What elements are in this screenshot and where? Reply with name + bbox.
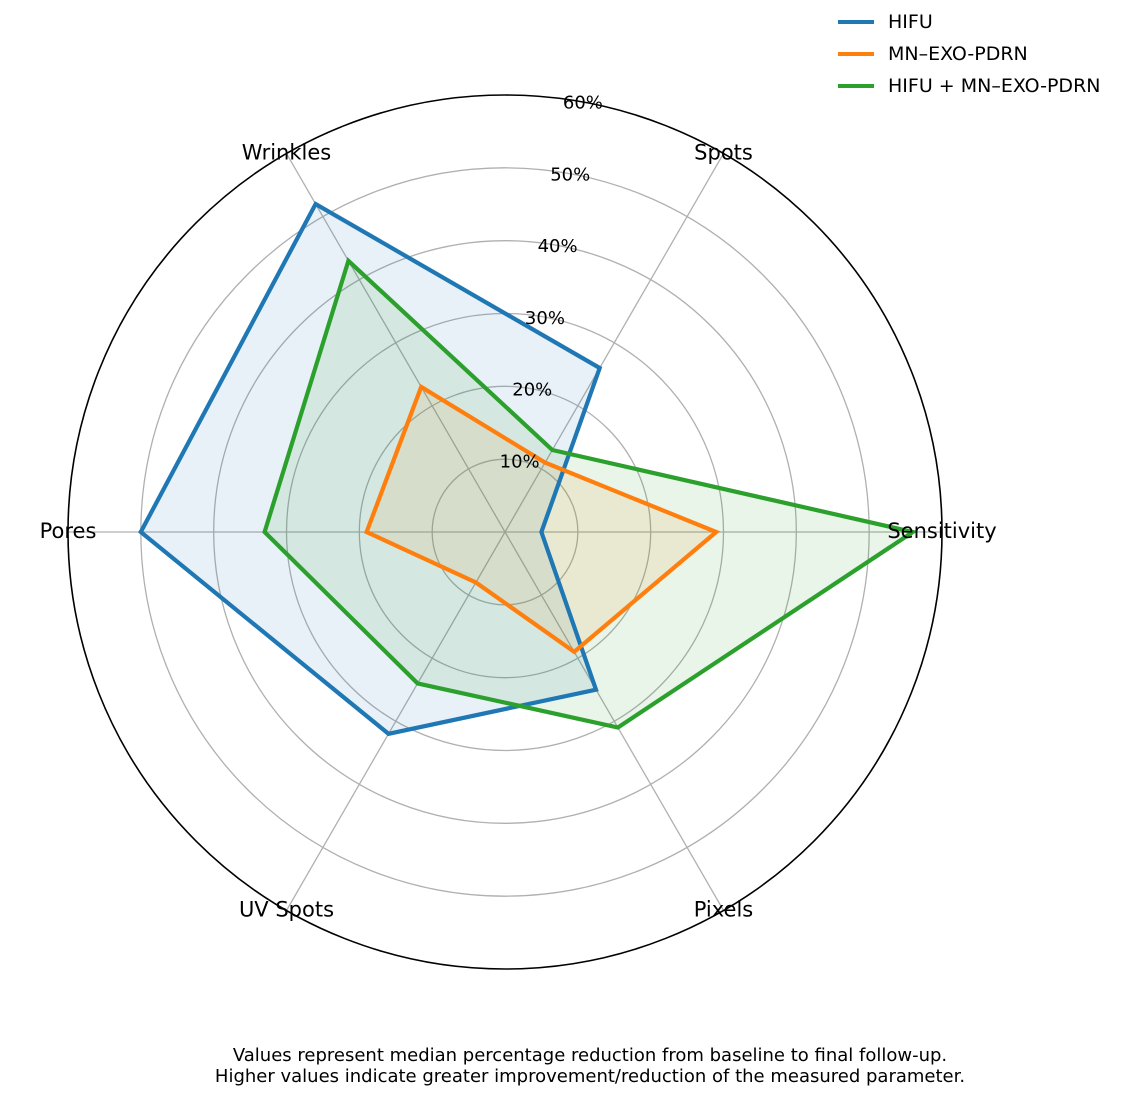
spoke-pixels: [504, 531, 725, 911]
series-fill-2: [366, 386, 717, 652]
legend-item-1: HIFU: [838, 6, 1100, 38]
series-fill-1: [140, 204, 600, 734]
category-label-wrinkles: Wrinkles: [242, 141, 331, 165]
r-tick-label-2: 20%: [512, 380, 552, 401]
legend-swatch-2: [838, 52, 874, 56]
category-label-pores: Pores: [40, 519, 97, 543]
category-label-sensitivity: Sensitivity: [887, 519, 996, 543]
category-label-uv-spots: UV Spots: [239, 897, 334, 921]
r-tick-label-1: 10%: [500, 451, 540, 472]
legend-swatch-3: [838, 84, 874, 88]
r-tick-label-6: 60%: [563, 93, 603, 114]
series-line-3: [262, 256, 919, 730]
series-fill-3: [264, 260, 913, 728]
category-label-spots: Spots: [694, 141, 753, 165]
legend-label-1: HIFU: [888, 10, 933, 33]
legend-swatch-1: [838, 20, 874, 24]
spoke-spots: [504, 153, 725, 533]
caption-line-1: Values represent median percentage reduc…: [232, 1045, 948, 1066]
legend: HIFU MN–EXO-PDRN HIFU + MN–EXO-PDRN: [838, 6, 1100, 102]
caption-line-2: Higher values indicate greater improveme…: [214, 1066, 966, 1087]
chart-caption: Values represent median percentage reduc…: [0, 1045, 1148, 1087]
legend-item-3: HIFU + MN–EXO-PDRN: [838, 70, 1100, 102]
spoke-uv-spots: [285, 531, 506, 911]
legend-label-2: MN–EXO-PDRN: [888, 42, 1028, 65]
series-line-1: [138, 201, 603, 737]
legend-label-3: HIFU + MN–EXO-PDRN: [888, 74, 1101, 97]
r-tick-label-5: 50%: [550, 164, 590, 185]
category-label-pixels: Pixels: [694, 897, 754, 921]
outer-frame: [67, 94, 943, 970]
radar-labels: 10% 20% 30% 40% 50% 60% Sensitivity Spots Wrinkl…: [40, 93, 997, 922]
radar-series: [138, 201, 919, 737]
r-tick-label-3: 30%: [525, 308, 565, 329]
spoke-wrinkles: [285, 153, 506, 533]
r-tick-label-4: 40%: [538, 236, 578, 257]
legend-item-2: MN–EXO-PDRN: [838, 38, 1100, 70]
series-line-2: [363, 383, 721, 655]
